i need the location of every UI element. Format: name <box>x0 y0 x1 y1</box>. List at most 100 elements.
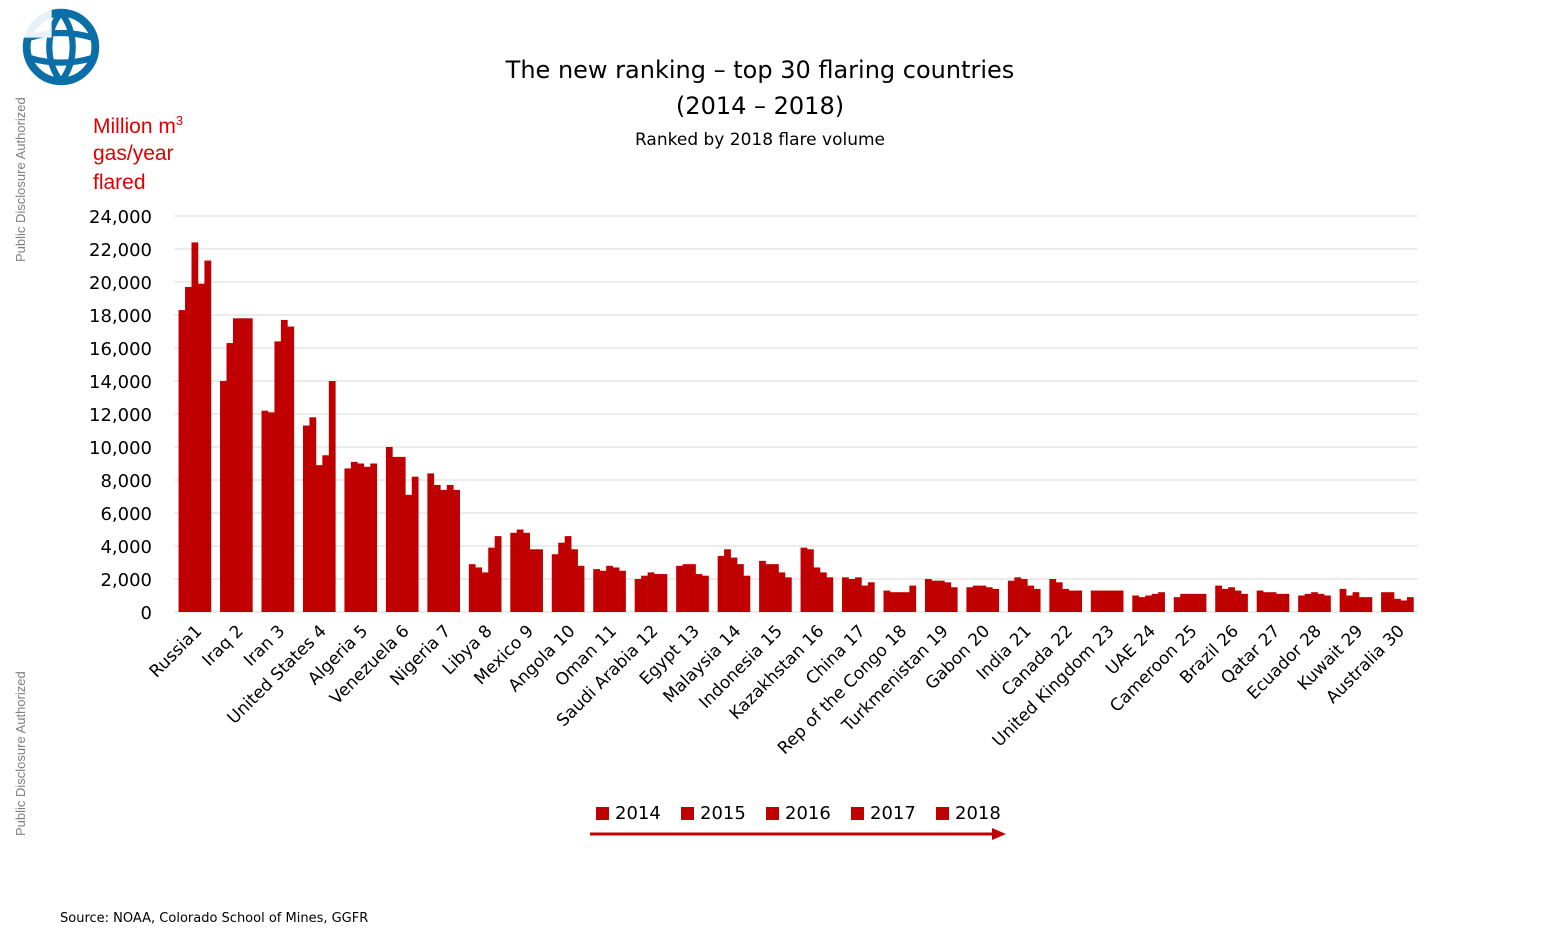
bar-2015 <box>1055 582 1063 612</box>
bar-2018 <box>909 585 917 612</box>
bar-2016 <box>1352 592 1360 612</box>
bar-2017 <box>529 549 537 612</box>
bar-2018 <box>204 260 212 612</box>
x-tick-label: Russia1 <box>146 621 206 681</box>
legend-item-2018: 2018 <box>936 803 1001 824</box>
bar-2016 <box>979 585 987 612</box>
bar-2014 <box>427 473 435 612</box>
bar-2018 <box>784 577 792 612</box>
y-axis-label-line3: flared <box>93 171 146 194</box>
bar-2017 <box>197 283 205 612</box>
grid-lines <box>174 215 1418 613</box>
y-tick-label: 18,000 <box>89 306 152 327</box>
bar-2017 <box>488 547 496 612</box>
bar-2014 <box>1173 597 1181 612</box>
bar-2014 <box>676 565 683 612</box>
bar-2017 <box>654 574 661 612</box>
legend-item-2017: 2017 <box>851 803 916 824</box>
bar-2015 <box>350 461 358 612</box>
bar-2016 <box>896 592 904 612</box>
y-tick-labels: 0 2,000 4,000 6,000 8,000 10,000 12,000 14,000 1… <box>89 207 152 624</box>
bar-2017 <box>1193 593 1200 612</box>
x-tick-label: Iraq 2 <box>199 621 248 670</box>
bar-2014 <box>593 569 600 612</box>
y-tick-label: 0 <box>141 603 152 624</box>
bar-2018 <box>494 536 502 612</box>
legend-label: 2015 <box>700 803 746 824</box>
bar-2015 <box>1138 597 1146 612</box>
bar-2014 <box>302 425 310 612</box>
bar-2016 <box>315 465 323 612</box>
bar-2017 <box>612 567 620 612</box>
bar-2017 <box>695 574 703 612</box>
y-tick-label: 14,000 <box>89 372 152 393</box>
bar-2018 <box>1241 593 1248 612</box>
bar-2015 <box>1097 590 1105 612</box>
bar-2015 <box>392 456 400 612</box>
bar-2017 <box>1068 590 1076 612</box>
bar-2015 <box>475 567 483 612</box>
bar-2016 <box>191 242 199 612</box>
bar-2018 <box>1406 597 1414 612</box>
bar-2014 <box>220 381 227 612</box>
bar-2017 <box>1110 590 1118 612</box>
bar-2016 <box>1145 595 1153 612</box>
y-tick-label: 6,000 <box>100 504 152 525</box>
bar-2015 <box>765 564 773 612</box>
bar-2016 <box>1186 593 1194 612</box>
legend-swatch <box>766 807 779 820</box>
bar-2017 <box>944 582 952 612</box>
legend-item-2016: 2016 <box>766 803 831 824</box>
bar-2015 <box>848 579 856 612</box>
bar-2017 <box>778 572 786 612</box>
bar-2016 <box>440 489 448 612</box>
bar-2015 <box>1346 595 1353 612</box>
bar-2018 <box>867 582 875 612</box>
bar-2014 <box>759 560 766 612</box>
legend-swatch <box>681 807 694 820</box>
bar-2017 <box>737 564 744 612</box>
bar-2017 <box>1027 585 1035 612</box>
bar-2015 <box>1014 577 1022 612</box>
bar-2014 <box>1049 579 1057 612</box>
bar-2014 <box>510 532 518 612</box>
chart-subtitle: Ranked by 2018 flare volume <box>634 130 886 150</box>
bar-2014 <box>551 554 559 612</box>
bar-2018 <box>577 565 585 612</box>
bar-2016 <box>1062 588 1070 612</box>
bar-2015 <box>516 529 524 612</box>
bar-2018 <box>245 318 253 612</box>
timeline-arrow-icon <box>590 828 1006 840</box>
bar-2018 <box>453 489 461 612</box>
bar-2015 <box>682 564 690 612</box>
bar-2016 <box>523 532 531 612</box>
bar-2017 <box>571 549 578 612</box>
bar-2014 <box>1381 592 1388 612</box>
legend-swatch <box>596 807 609 820</box>
bar-2014 <box>1339 588 1347 612</box>
bar-2018 <box>1282 593 1290 612</box>
bar-2016 <box>1103 590 1111 612</box>
bar-2015 <box>599 570 607 612</box>
bar-2017 <box>1317 593 1325 612</box>
y-tick-label: 10,000 <box>89 438 152 459</box>
bar-2015 <box>889 592 897 612</box>
y-axis-label-line2: gas/year <box>93 142 174 165</box>
bar-2014 <box>966 587 974 612</box>
bar-2014 <box>842 577 849 612</box>
bar-2016 <box>937 580 945 612</box>
bar-2018 <box>1075 590 1083 612</box>
bar-2018 <box>411 476 419 612</box>
bar-2018 <box>702 575 709 612</box>
legend-label: 2017 <box>870 803 916 824</box>
y-axis-label-units: Million m3 <box>93 113 183 139</box>
bar-2015 <box>972 585 980 612</box>
bar-2017 <box>861 585 869 612</box>
bar-2014 <box>1132 595 1140 612</box>
bar-2014 <box>344 468 352 612</box>
bar-2018 <box>660 574 668 612</box>
bar-2018 <box>1033 588 1041 612</box>
bar-2016 <box>564 536 572 612</box>
bar-2016 <box>1394 598 1401 612</box>
